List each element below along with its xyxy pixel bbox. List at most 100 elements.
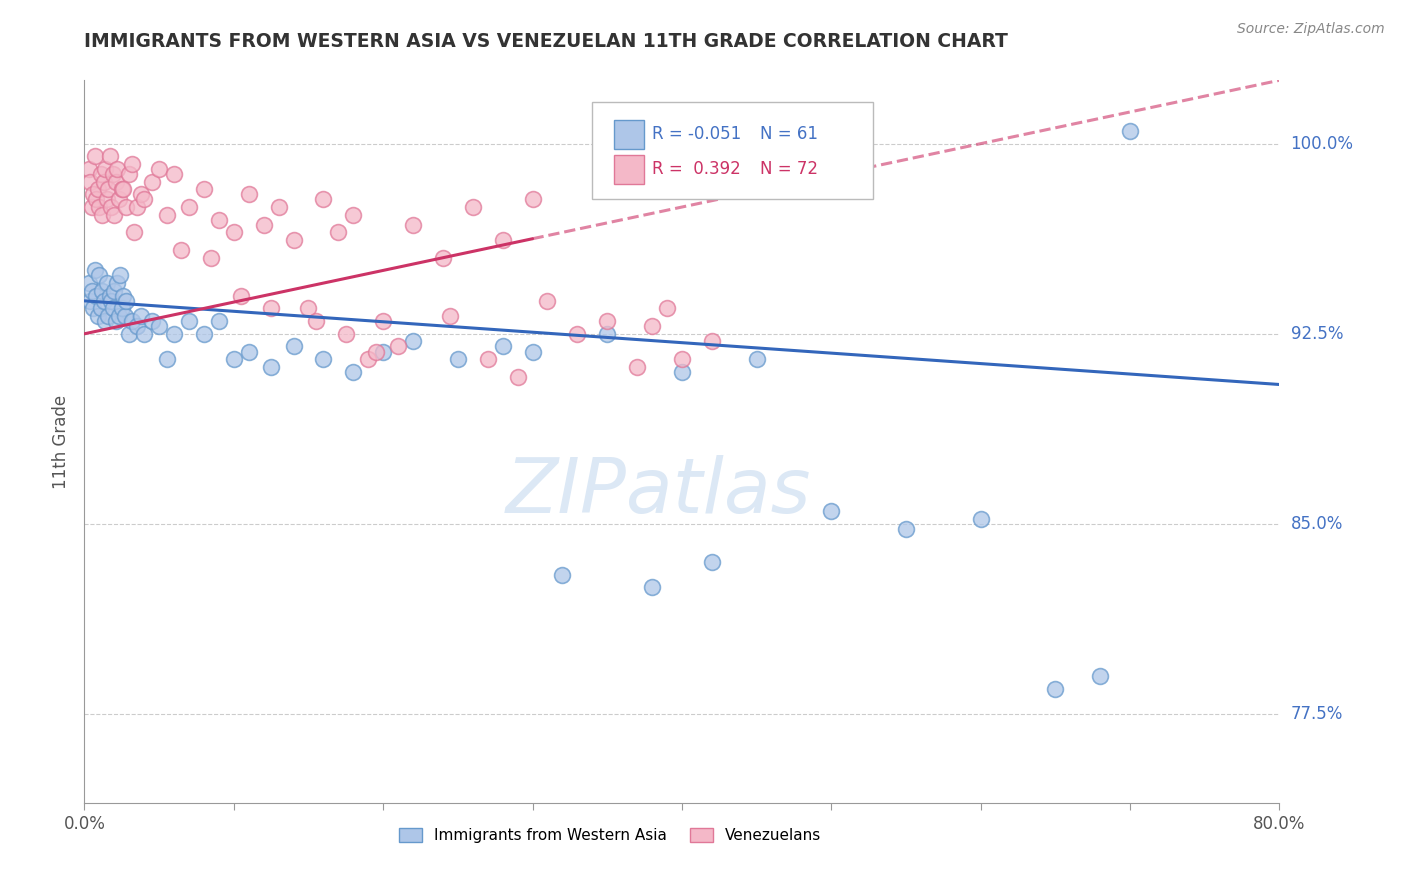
Point [97, 182, 120, 196]
Text: 85.0%: 85.0% [1291, 515, 1343, 533]
Point [82, 301, 104, 316]
Point [260, 301, 283, 316]
Point [132, 326, 156, 341]
Point [77, 161, 100, 176]
Point [567, 326, 589, 341]
Point [121, 314, 143, 328]
Point [155, 208, 177, 222]
Point [745, 352, 768, 367]
Point [492, 233, 515, 247]
Point [297, 301, 319, 316]
Point [641, 580, 664, 594]
Point [477, 352, 499, 367]
Point [193, 182, 215, 196]
Text: R = -0.051: R = -0.051 [652, 126, 741, 144]
FancyBboxPatch shape [592, 102, 873, 200]
Point [222, 226, 245, 240]
Point [107, 309, 129, 323]
Point [208, 212, 231, 227]
Point [238, 187, 260, 202]
Point [118, 326, 141, 341]
Point [89, 200, 111, 214]
Point [551, 567, 574, 582]
Point [148, 161, 170, 176]
Text: Source: ZipAtlas.com: Source: ZipAtlas.com [1237, 22, 1385, 37]
Point [129, 309, 152, 323]
Point [96, 276, 118, 290]
Point [253, 218, 276, 232]
Point [80, 200, 103, 214]
FancyBboxPatch shape [614, 120, 644, 149]
Point [141, 314, 163, 328]
Point [82, 187, 104, 202]
Point [222, 352, 245, 367]
Point [103, 284, 125, 298]
Point [461, 200, 484, 214]
Text: R =  0.392: R = 0.392 [652, 161, 741, 178]
Point [626, 359, 648, 374]
Point [402, 334, 425, 349]
Text: ZIPatlas: ZIPatlas [505, 455, 811, 529]
Point [98, 289, 121, 303]
Text: N = 72: N = 72 [759, 161, 818, 178]
Point [170, 243, 193, 257]
Point [111, 301, 134, 316]
Point [86, 289, 108, 303]
Point [364, 344, 387, 359]
Point [700, 555, 723, 569]
Point [89, 268, 111, 283]
Point [671, 365, 693, 379]
Point [104, 314, 127, 328]
Point [79, 293, 101, 308]
Point [90, 167, 112, 181]
Point [93, 293, 115, 308]
Point [111, 182, 134, 196]
Point [105, 276, 128, 290]
Point [83, 149, 105, 163]
Point [163, 326, 186, 341]
Point [373, 314, 395, 328]
Point [80, 284, 103, 298]
Point [283, 233, 305, 247]
Point [118, 167, 141, 181]
Point [387, 339, 409, 353]
Point [114, 309, 136, 323]
Point [267, 200, 290, 214]
Point [87, 309, 110, 323]
Point [86, 193, 108, 207]
Point [432, 251, 454, 265]
Point [94, 314, 117, 328]
Point [596, 314, 619, 328]
Point [125, 200, 148, 214]
Point [101, 167, 124, 181]
Point [522, 344, 544, 359]
Point [79, 175, 101, 189]
Point [700, 334, 723, 349]
Point [1090, 669, 1112, 683]
Point [506, 370, 529, 384]
Point [328, 226, 350, 240]
Point [107, 193, 129, 207]
Point [104, 175, 127, 189]
Point [1119, 124, 1142, 138]
Point [357, 352, 380, 367]
Point [402, 218, 425, 232]
Point [1045, 681, 1067, 696]
Point [335, 326, 357, 341]
Point [641, 319, 664, 334]
Point [305, 314, 328, 328]
Point [536, 293, 558, 308]
Point [155, 352, 177, 367]
Point [91, 208, 114, 222]
Point [122, 226, 145, 240]
Point [177, 314, 200, 328]
Point [77, 276, 100, 290]
Point [342, 208, 364, 222]
Point [342, 365, 364, 379]
Point [208, 314, 231, 328]
Point [112, 182, 135, 196]
Point [200, 251, 222, 265]
FancyBboxPatch shape [614, 154, 644, 184]
Point [101, 301, 124, 316]
Point [97, 309, 120, 323]
